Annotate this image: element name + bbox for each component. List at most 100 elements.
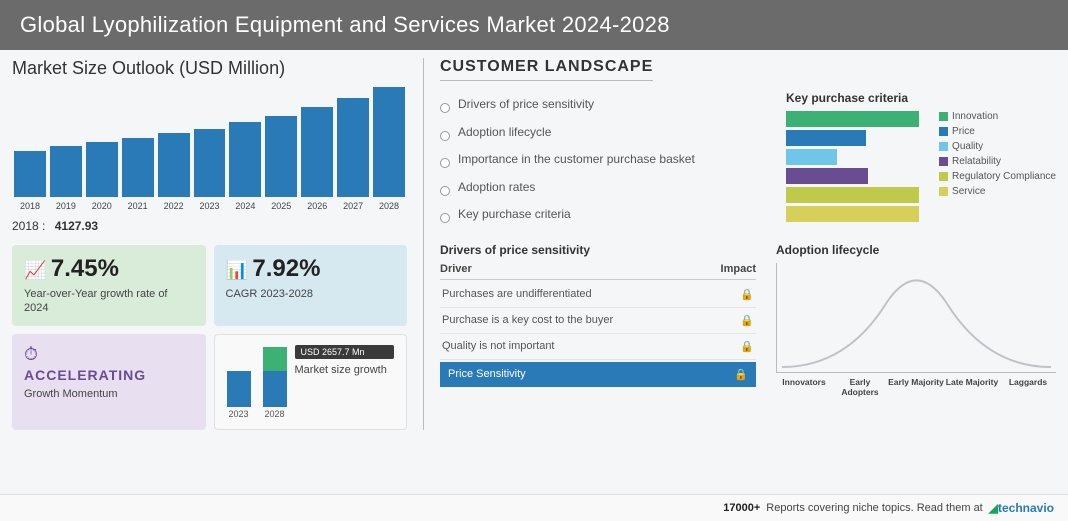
drivers-block: Drivers of price sensitivity Driver Impa…: [440, 243, 756, 397]
header-title: Global Lyophilization Equipment and Serv…: [20, 12, 670, 37]
legend-text: Service: [952, 186, 985, 197]
outlook-year: 2028: [373, 201, 405, 211]
outlook-year: 2026: [301, 201, 333, 211]
legend-swatch-icon: [939, 172, 948, 181]
driver-text: Purchase is a key cost to the buyer: [442, 314, 613, 327]
brand-name: technavio: [998, 501, 1054, 515]
driver-row: Quality is not important🔒: [440, 334, 756, 360]
adoption-title: Adoption lifecycle: [776, 243, 1056, 257]
outlook-bar: [194, 129, 226, 197]
adoption-block: Adoption lifecycle InnovatorsEarly Adopt…: [776, 243, 1056, 397]
card-growth: 20232028 USD 2657.7 Mn Market size growt…: [214, 334, 408, 430]
vertical-divider: [423, 58, 424, 430]
outlook-year: 2021: [122, 201, 154, 211]
baseline-year: 2018 :: [12, 219, 45, 233]
price-sens-label: Price Sensitivity: [448, 368, 526, 381]
mini-year: 2023: [228, 409, 248, 419]
adoption-stage: Innovators: [776, 377, 832, 397]
drivers-head-impact: Impact: [721, 263, 756, 275]
drivers-head-driver: Driver: [440, 263, 472, 275]
legend-swatch-icon: [939, 112, 948, 121]
outlook-bar: [229, 122, 261, 197]
kpc-legend-item: Price: [939, 126, 1056, 137]
driver-rows: Purchases are undifferentiated🔒Purchase …: [440, 282, 756, 360]
kpc-bar-row: [786, 168, 919, 184]
card-yoy: 📈 7.45% Year-over-Year growth rate of 20…: [12, 245, 206, 326]
outlook-bar: [337, 98, 369, 197]
outlook-year: 2022: [158, 201, 190, 211]
baseline-value: 4127.93: [55, 219, 98, 233]
kpc-legend: Innovation Price Quality Relatability Regula…: [939, 111, 1056, 225]
kpc-bar-row: [786, 206, 919, 222]
landscape-item: Adoption lifecycle: [440, 119, 766, 147]
lock-icon: 🔒: [740, 314, 754, 327]
landscape-item: Adoption rates: [440, 174, 766, 202]
kpc-legend-item: Quality: [939, 141, 1056, 152]
metric-cards: 📈 7.45% Year-over-Year growth rate of 20…: [12, 245, 407, 430]
legend-text: Price: [952, 126, 975, 137]
lock-icon: 🔒: [740, 288, 754, 301]
outlook-bar-chart: [12, 87, 407, 197]
kpc-legend-item: Innovation: [939, 111, 1056, 122]
adoption-curve: [776, 263, 1056, 373]
landscape-item: Drivers of price sensitivity: [440, 91, 766, 119]
price-sensitivity-bar: Price Sensitivity 🔒: [440, 362, 756, 387]
adoption-stage: Early Adopters: [832, 377, 888, 397]
kpc-bar-row: [786, 149, 919, 165]
page-header: Global Lyophilization Equipment and Serv…: [0, 0, 1068, 50]
legend-swatch-icon: [939, 127, 948, 136]
outlook-bar: [14, 151, 46, 197]
yoy-value: 7.45%: [51, 255, 119, 282]
landscape-title: CUSTOMER LANDSCAPE: [440, 58, 653, 81]
mini-bar-col: 2023: [227, 371, 251, 419]
kpc-chart-row: Innovation Price Quality Relatability Regula…: [786, 111, 1056, 225]
growth-badge: USD 2657.7 Mn: [295, 345, 395, 359]
mini-bar-col: 2028: [263, 347, 287, 419]
kpc-legend-item: Relatability: [939, 156, 1056, 167]
bars-up-icon: 📊: [226, 260, 248, 281]
kpc-bar-row: [786, 187, 919, 203]
left-column: Market Size Outlook (USD Million) 2018 20…: [12, 58, 407, 430]
lock-icon: 🔒: [740, 340, 754, 353]
main-content: Market Size Outlook (USD Million) 2018 20…: [0, 50, 1068, 438]
kpc-legend-item: Service: [939, 186, 1056, 197]
legend-swatch-icon: [939, 157, 948, 166]
mini-year: 2028: [264, 409, 284, 419]
driver-row: Purchase is a key cost to the buyer 🔒: [440, 308, 756, 334]
footer: 17000+ Reports covering niche topics. Re…: [0, 494, 1068, 521]
legend-swatch-icon: [939, 187, 948, 196]
outlook-baseline: 2018 : 4127.93: [12, 219, 407, 233]
trend-up-icon: 📈: [24, 260, 46, 281]
bell-curve-icon: [777, 263, 1056, 372]
legend-text: Relatability: [952, 156, 1001, 167]
adoption-stage: Laggards: [1000, 377, 1056, 397]
outlook-year: 2018: [14, 201, 46, 211]
speed-icon: ⏱: [24, 344, 38, 365]
right-column: CUSTOMER LANDSCAPE Drivers of price sens…: [440, 58, 1056, 430]
cagr-value: 7.92%: [252, 255, 320, 282]
logo-triangle-icon: ◢: [989, 501, 998, 515]
kpc-bars: [786, 111, 919, 225]
legend-text: Regulatory Compliance: [952, 171, 1056, 182]
outlook-year-labels: 2018201920202021202220232024202520262027…: [12, 201, 407, 211]
outlook-bar: [158, 133, 190, 197]
adoption-stage-labels: InnovatorsEarly AdoptersEarly MajorityLa…: [776, 377, 1056, 397]
legend-text: Quality: [952, 141, 983, 152]
outlook-title: Market Size Outlook (USD Million): [12, 58, 407, 79]
landscape-item: Importance in the customer purchase bask…: [440, 146, 766, 174]
outlook-bar: [265, 116, 297, 197]
brand-logo: ◢technavio: [989, 501, 1054, 515]
adoption-stage: Late Majority: [944, 377, 1000, 397]
growth-mini-chart: 2023 2028: [227, 349, 287, 419]
footer-count: 17000+: [723, 502, 760, 514]
outlook-year: 2023: [194, 201, 226, 211]
outlook-year: 2024: [229, 201, 261, 211]
outlook-year: 2025: [265, 201, 297, 211]
momentum-label: Growth Momentum: [24, 387, 194, 401]
landscape-top-row: Drivers of price sensitivityAdoption lif…: [440, 91, 1056, 229]
legend-text: Innovation: [952, 111, 998, 122]
outlook-bar: [373, 87, 405, 197]
card-cagr: 📊 7.92% CAGR 2023-2028: [214, 245, 408, 326]
kpc-bar-row: [786, 111, 919, 127]
kpc-legend-item: Regulatory Compliance: [939, 171, 1056, 182]
